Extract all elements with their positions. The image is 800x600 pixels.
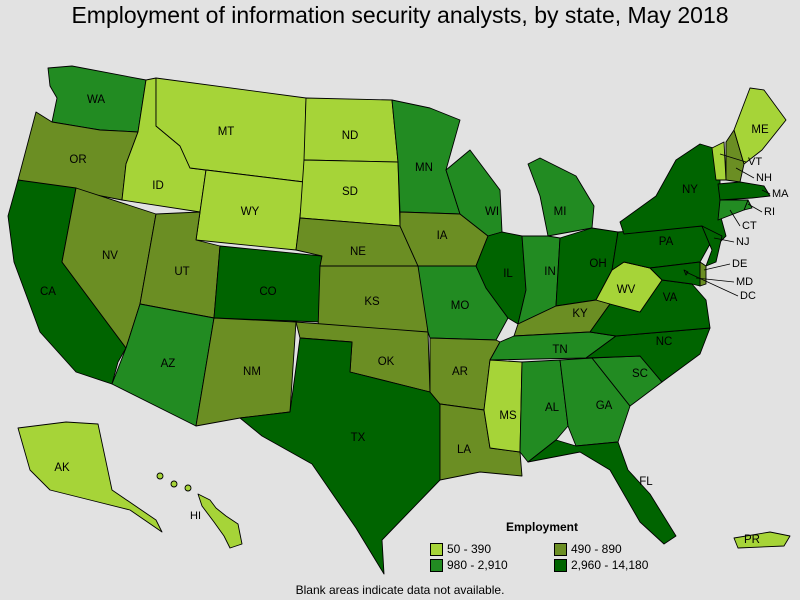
state-mi: [527, 157, 595, 237]
leader-line-md: [695, 277, 735, 283]
state-label-ok: OK: [378, 356, 395, 368]
legend-swatch: [430, 542, 443, 556]
state-label-ga: GA: [596, 400, 613, 412]
legend-title: Employment: [506, 520, 579, 534]
legend-swatch: [430, 558, 443, 572]
state-ma: [717, 181, 771, 201]
state-label-wa: WA: [87, 94, 105, 106]
state-fl: [527, 439, 677, 545]
leader-line-vt: [719, 153, 747, 163]
state-label-sd: SD: [342, 186, 358, 198]
state-label-de: DE: [732, 258, 747, 270]
leader-line-nh: [735, 167, 755, 179]
legend-item-980-2910: 980 - 2,910: [430, 558, 508, 572]
state-label-mi: MI: [554, 206, 567, 218]
state-label-mt: MT: [218, 126, 235, 138]
hawaii-island: [156, 472, 164, 480]
state-label-il: IL: [503, 268, 513, 280]
state-label-nv: NV: [102, 250, 118, 262]
leader-line-ct: [729, 209, 741, 227]
state-label-oh: OH: [589, 258, 606, 270]
state-label-mn: MN: [415, 162, 433, 174]
state-label-ut: UT: [174, 266, 189, 278]
state-nj: [701, 225, 723, 267]
legend-label: 2,960 - 14,180: [571, 558, 649, 572]
state-mn: [391, 99, 461, 215]
legend-label: 490 - 890: [571, 542, 622, 556]
state-ak: [17, 421, 163, 533]
state-label-pr: PR: [744, 534, 760, 546]
state-label-fl: FL: [639, 476, 653, 488]
state-label-al: AL: [545, 402, 560, 414]
legend-item-490-890: 490 - 890: [554, 542, 622, 556]
state-label-ia: IA: [437, 230, 448, 242]
state-label-co: CO: [259, 286, 276, 298]
state-label-mo: MO: [451, 300, 470, 312]
state-label-wv: WV: [617, 284, 636, 296]
legend-swatch: [554, 542, 567, 556]
state-label-dc: DC: [740, 290, 756, 302]
state-de: [699, 261, 707, 287]
legend-swatch: [554, 558, 567, 572]
legend-item-50-390: 50 - 390: [430, 542, 491, 556]
state-label-tx: TX: [351, 432, 366, 444]
leader-line-de: [703, 263, 731, 271]
map-title: Employment of information security analy…: [71, 2, 729, 28]
state-ct: [717, 199, 749, 221]
leader-line-ri: [747, 203, 763, 213]
state-label-pa: PA: [659, 236, 674, 248]
leader-line-ma: [761, 189, 771, 195]
leader-line-nj: [713, 237, 735, 243]
leader-line-dc: [685, 271, 739, 297]
state-label-md: MD: [736, 276, 753, 288]
state-label-in: IN: [544, 266, 556, 278]
state-label-ks: KS: [364, 296, 380, 308]
state-label-ny: NY: [682, 184, 698, 196]
state-label-nm: NM: [243, 366, 261, 378]
state-hi: [197, 493, 243, 549]
state-me: [733, 87, 787, 165]
state-label-nc: NC: [656, 336, 673, 348]
state-label-ar: AR: [452, 366, 468, 378]
legend-item-2960-14180: 2,960 - 14,180: [554, 558, 648, 572]
state-tx: [239, 337, 441, 575]
state-label-wy: WY: [241, 206, 260, 218]
state-label-ak: AK: [54, 462, 70, 474]
legend-label: 980 - 2,910: [447, 558, 508, 572]
state-dc: [683, 269, 689, 276]
state-label-la: LA: [457, 444, 471, 456]
state-az: [111, 303, 215, 427]
state-pr: [733, 531, 791, 549]
hawaii-island: [170, 480, 178, 488]
state-label-ky: KY: [572, 308, 588, 320]
state-label-ct: CT: [742, 220, 757, 232]
state-label-hi: HI: [190, 510, 201, 522]
state-label-tn: TN: [552, 344, 567, 356]
state-label-ca: CA: [40, 286, 56, 298]
state-label-nh: NH: [756, 172, 772, 184]
state-label-az: AZ: [161, 358, 176, 370]
state-label-ma: MA: [772, 188, 789, 200]
state-co: [213, 245, 323, 323]
hawaii-island: [184, 484, 192, 492]
state-label-or: OR: [69, 154, 86, 166]
footnote: Blank areas indicate data not available.: [295, 583, 505, 597]
state-label-me: ME: [751, 124, 769, 136]
state-ms: [483, 359, 523, 453]
state-label-id: ID: [152, 180, 164, 192]
state-label-wi: WI: [485, 206, 499, 218]
state-label-ne: NE: [350, 246, 366, 258]
state-label-sc: SC: [632, 368, 648, 380]
legend-label: 50 - 390: [447, 542, 492, 556]
state-label-ri: RI: [764, 206, 775, 218]
state-md: [649, 261, 701, 287]
state-label-vt: VT: [748, 156, 762, 168]
state-label-nj: NJ: [736, 236, 749, 248]
state-label-nd: ND: [342, 130, 359, 142]
state-label-ms: MS: [499, 410, 517, 422]
state-nh: [725, 129, 745, 183]
state-label-va: VA: [663, 292, 678, 304]
